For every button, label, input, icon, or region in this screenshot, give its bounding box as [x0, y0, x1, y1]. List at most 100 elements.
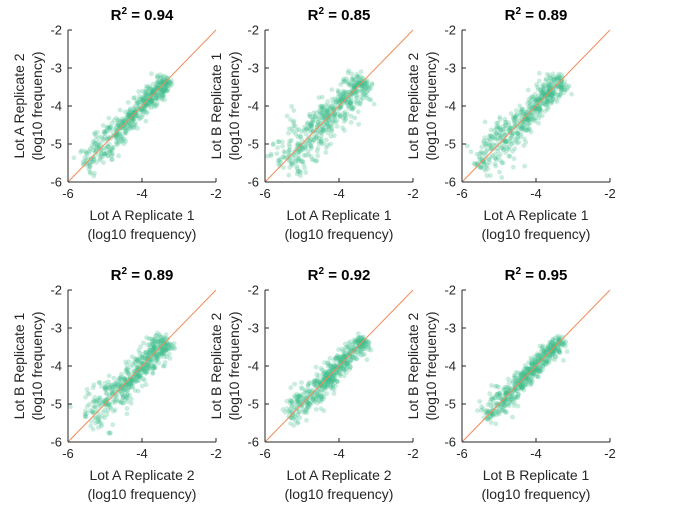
scatter-point — [90, 426, 96, 432]
scatter-point — [161, 89, 167, 94]
scatter-point — [360, 352, 366, 358]
scatter-point — [336, 111, 342, 117]
scatter-point — [291, 118, 297, 124]
scatter-point — [314, 130, 320, 136]
scatter-point — [113, 384, 119, 390]
scatter-point — [348, 83, 354, 89]
scatter-point — [541, 85, 547, 91]
scatter-point — [511, 164, 516, 170]
scatter-point — [364, 81, 369, 86]
scatter-point — [91, 144, 96, 150]
scatter-point — [352, 115, 358, 121]
scatter-point — [492, 134, 498, 140]
scatter-point — [157, 86, 163, 92]
scatter-point — [468, 149, 474, 155]
scatter-point — [68, 404, 73, 410]
scatter-point — [130, 118, 136, 124]
scatter-point — [313, 135, 318, 141]
scatter-point — [155, 79, 161, 85]
scatter-point — [332, 115, 338, 121]
scatter-point — [476, 154, 482, 160]
scatter-point — [532, 106, 538, 111]
scatter-point — [530, 115, 536, 121]
scatter-point — [551, 89, 556, 94]
scatter-point — [153, 102, 159, 108]
scatter-point — [168, 80, 173, 85]
scatter-point — [546, 92, 551, 97]
scatter-point — [496, 132, 502, 138]
scatter-point — [519, 106, 524, 112]
scatter-point — [318, 120, 324, 126]
scatter-point — [368, 97, 374, 103]
scatter-point — [484, 162, 490, 168]
scatter-point — [286, 158, 292, 164]
scatter-point — [493, 131, 498, 137]
y-axis-unit: (log10 frequency) — [423, 52, 439, 161]
scatter-point — [125, 387, 131, 393]
scatter-point — [556, 83, 562, 89]
scatter-point — [102, 130, 108, 136]
scatter-point — [362, 92, 368, 98]
scatter-point — [151, 104, 157, 110]
scatter-point — [556, 84, 561, 89]
scatter-point — [129, 112, 135, 118]
scatter-point — [314, 135, 320, 140]
scatter-point — [265, 153, 271, 159]
scatter-point — [330, 100, 336, 106]
scatter-point — [500, 126, 506, 132]
scatter-point — [161, 78, 166, 84]
scatter-point — [544, 100, 550, 106]
scatter-point — [493, 131, 499, 136]
scatter-point — [319, 117, 325, 123]
scatter-point — [546, 73, 552, 79]
scatter-point — [140, 351, 145, 357]
scatter-point — [520, 125, 525, 130]
scatter-point — [313, 396, 319, 402]
scatter-point — [122, 397, 128, 403]
scatter-point — [535, 96, 541, 102]
scatter-point — [160, 92, 166, 98]
scatter-point — [335, 98, 341, 104]
scatter-point — [127, 126, 133, 132]
scatter-point — [488, 143, 493, 149]
scatter-point — [535, 84, 540, 90]
scatter-point — [500, 129, 506, 135]
scatter-point — [94, 145, 100, 151]
scatter-point — [294, 166, 300, 172]
scatter-point — [316, 141, 322, 146]
scatter-point — [299, 380, 304, 385]
scatter-point — [519, 113, 525, 118]
scatter-point — [498, 152, 503, 157]
scatter-point — [517, 121, 523, 126]
scatter-point — [348, 102, 354, 107]
scatter-point — [341, 76, 346, 82]
scatter-point — [282, 150, 288, 155]
scatter-point — [532, 118, 538, 124]
scatter-point — [344, 353, 350, 358]
scatter-point — [498, 135, 503, 140]
scatter-point — [547, 87, 553, 93]
scatter-point — [563, 82, 569, 88]
scatter-point — [515, 403, 521, 409]
scatter-point — [291, 423, 297, 428]
scatter-point — [550, 94, 556, 100]
scatter-point — [355, 98, 360, 104]
scatter-point — [493, 126, 499, 132]
scatter-point — [528, 129, 534, 135]
scatter-point — [541, 82, 546, 87]
scatter-point — [323, 150, 329, 155]
scatter-point — [102, 151, 107, 156]
scatter-point — [163, 77, 169, 83]
scatter-point — [294, 164, 300, 169]
identity-line — [67, 29, 217, 183]
scatter-point — [347, 100, 353, 106]
scatter-point — [151, 345, 157, 350]
scatter-point — [123, 128, 129, 134]
scatter-point — [94, 143, 100, 149]
scatter-point — [537, 107, 543, 113]
scatter-point — [333, 100, 339, 105]
scatter-point — [506, 147, 511, 152]
scatter-point — [348, 82, 354, 88]
scatter-point — [325, 123, 331, 129]
scatter-point — [135, 388, 141, 394]
